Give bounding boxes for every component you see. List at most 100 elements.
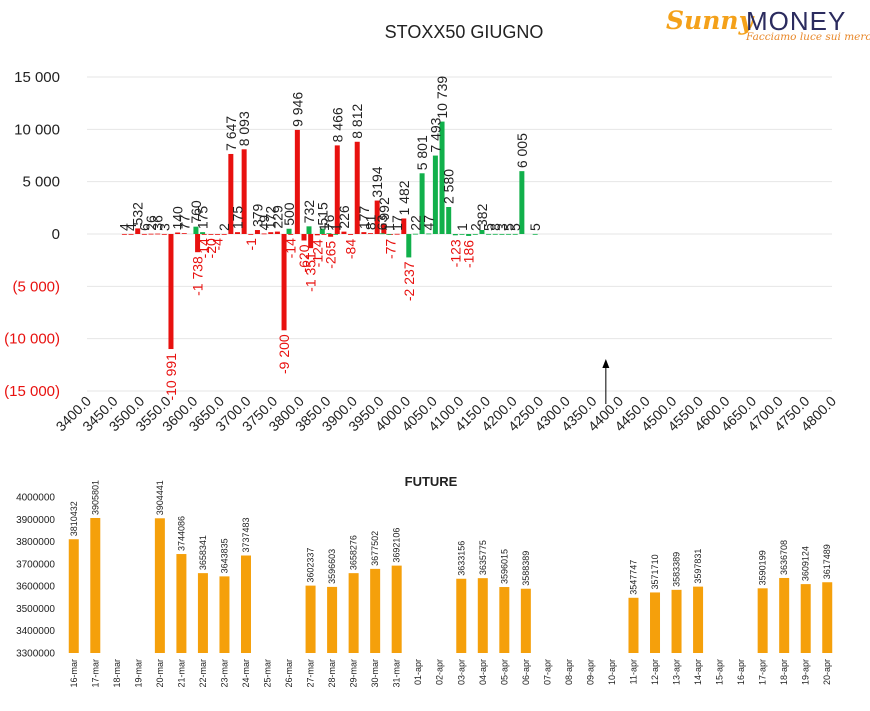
bar bbox=[406, 234, 412, 258]
x-tick-label: 20-mar bbox=[155, 659, 165, 688]
x-tick-label: 05-apr bbox=[499, 659, 509, 685]
y-tick-label: 5 000 bbox=[22, 174, 60, 191]
y-tick-label: (10 000) bbox=[4, 331, 60, 348]
bar bbox=[361, 232, 367, 234]
bar bbox=[288, 234, 294, 235]
data-label: 2 bbox=[216, 223, 232, 231]
bar bbox=[379, 233, 385, 235]
data-label: 3617489 bbox=[822, 544, 832, 579]
data-label: 3643835 bbox=[219, 538, 229, 573]
y-tick-label: 3700000 bbox=[16, 559, 55, 570]
bar bbox=[208, 234, 214, 235]
bar bbox=[68, 539, 79, 653]
bar bbox=[254, 230, 260, 234]
data-label: 3633156 bbox=[456, 541, 466, 576]
data-label: -186 bbox=[461, 240, 477, 268]
data-label: 5 bbox=[501, 223, 517, 231]
bar bbox=[419, 173, 425, 234]
y-tick-label: 3600000 bbox=[16, 582, 55, 593]
bar bbox=[381, 223, 387, 234]
bar bbox=[201, 234, 207, 235]
bar bbox=[499, 233, 505, 235]
data-label: 3596015 bbox=[499, 549, 509, 584]
data-label: 47 bbox=[421, 215, 437, 231]
bar bbox=[532, 233, 538, 235]
data-label: 1 bbox=[316, 223, 332, 231]
x-tick-label: 31-mar bbox=[392, 659, 402, 688]
x-tick-label: 08-apr bbox=[564, 659, 574, 685]
bar bbox=[506, 233, 512, 235]
data-label: 3588389 bbox=[521, 551, 531, 586]
bar bbox=[333, 233, 339, 235]
bar bbox=[459, 233, 465, 235]
y-tick-label: 3300000 bbox=[16, 649, 55, 660]
data-label: 17 bbox=[389, 215, 405, 231]
bar bbox=[370, 568, 381, 653]
data-label: 8 093 bbox=[236, 111, 252, 146]
data-label: -2 237 bbox=[401, 261, 417, 301]
logo-tagline: Facciamo luce sui mercati bbox=[746, 31, 870, 43]
data-label: 49 bbox=[256, 215, 272, 231]
data-label: 9 946 bbox=[289, 92, 305, 127]
bar bbox=[148, 233, 154, 235]
data-label: 3590199 bbox=[758, 550, 768, 585]
bar bbox=[368, 233, 374, 234]
bar bbox=[305, 585, 316, 653]
data-label: 76 bbox=[321, 214, 337, 230]
x-tick-label: 01-apr bbox=[413, 659, 423, 685]
bar bbox=[520, 588, 531, 653]
bar bbox=[219, 576, 230, 653]
stoxx50-options-chart: STOXX50 GIUGNO 15 000 10 000 5 000 0 (5 000)… bbox=[4, 22, 839, 434]
y-tick-label: 3500000 bbox=[16, 604, 55, 615]
bar bbox=[195, 234, 201, 253]
x-tick-label: 26-mar bbox=[284, 659, 294, 688]
bar bbox=[268, 232, 274, 234]
bar bbox=[628, 597, 639, 653]
data-label: -265 bbox=[323, 241, 339, 269]
data-label: 3737483 bbox=[241, 517, 251, 552]
bar bbox=[215, 234, 221, 235]
bar bbox=[354, 141, 360, 234]
x-tick-label: 18-apr bbox=[779, 659, 789, 685]
data-label: 992 bbox=[376, 197, 392, 221]
x-tick-label: 23-mar bbox=[219, 659, 229, 688]
data-label: 732 bbox=[301, 200, 317, 224]
bar bbox=[155, 233, 161, 235]
data-label: 2 580 bbox=[441, 169, 457, 204]
bar bbox=[341, 231, 347, 234]
data-label: 3571710 bbox=[650, 554, 660, 589]
data-label: 1 bbox=[381, 223, 397, 231]
bar bbox=[301, 234, 307, 241]
x-tick-label: 11-apr bbox=[628, 659, 638, 684]
bar bbox=[90, 517, 101, 653]
x-tick-label: 16-mar bbox=[69, 659, 79, 688]
data-label: -124 bbox=[309, 239, 325, 267]
data-label: 22 bbox=[407, 215, 423, 231]
data-label: -10 991 bbox=[163, 353, 179, 401]
bar bbox=[466, 234, 472, 236]
data-label: 1 bbox=[328, 223, 344, 231]
data-label: 2 bbox=[467, 223, 483, 231]
bar bbox=[274, 231, 280, 234]
data-label: 3744086 bbox=[176, 516, 186, 551]
data-label: 172 bbox=[263, 206, 279, 230]
x-tick-label: 04-apr bbox=[478, 659, 488, 685]
x-tick-label: 27-mar bbox=[306, 659, 316, 688]
bar bbox=[168, 234, 174, 350]
data-label: 3904441 bbox=[155, 480, 165, 515]
bar bbox=[319, 228, 325, 234]
data-label: 3609124 bbox=[801, 546, 811, 581]
logo-sunny: Sunny bbox=[666, 6, 754, 35]
bar bbox=[200, 232, 206, 234]
y-tick-label: 0 bbox=[52, 226, 60, 243]
x-tick-label: 07-apr bbox=[542, 659, 552, 685]
x-tick-label: 19-mar bbox=[133, 659, 143, 688]
data-label: 3658341 bbox=[198, 535, 208, 570]
bar bbox=[240, 555, 251, 653]
x-tick-label: 17-apr bbox=[758, 659, 768, 685]
bar bbox=[391, 565, 402, 653]
data-label: 379 bbox=[249, 203, 265, 227]
data-label: 8 812 bbox=[349, 104, 365, 139]
data-label: 8 466 bbox=[329, 107, 345, 142]
